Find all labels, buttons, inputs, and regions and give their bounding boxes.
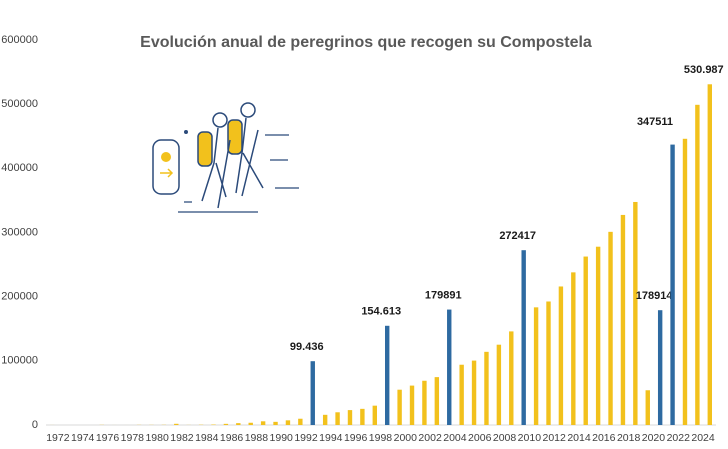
x-tick-label: 1988 bbox=[245, 432, 269, 444]
bar bbox=[620, 214, 626, 425]
x-tick-label: 2018 bbox=[617, 432, 641, 444]
bar bbox=[595, 246, 601, 425]
bar bbox=[670, 144, 675, 425]
y-tick-label: 0 bbox=[32, 419, 38, 431]
bar bbox=[496, 344, 502, 425]
bar bbox=[546, 301, 551, 425]
x-tick-label: 2000 bbox=[394, 432, 418, 444]
x-tick-label: 1994 bbox=[319, 432, 343, 444]
x-tick-label: 2006 bbox=[468, 432, 492, 444]
chart-title: Evolución anual de peregrinos que recoge… bbox=[140, 34, 592, 51]
bar bbox=[248, 422, 253, 425]
bar bbox=[657, 310, 663, 425]
x-tick-label: 1980 bbox=[145, 432, 169, 444]
y-tick-label: 100000 bbox=[1, 355, 38, 367]
x-tick-label: 2016 bbox=[592, 432, 616, 444]
x-tick-label: 1996 bbox=[344, 432, 368, 444]
x-tick-label: 2002 bbox=[418, 432, 442, 444]
bar bbox=[571, 272, 576, 425]
bar bbox=[633, 201, 638, 425]
x-tick-label: 2022 bbox=[667, 432, 691, 444]
hiker-illustration bbox=[152, 102, 299, 213]
bar bbox=[484, 351, 489, 425]
bar bbox=[558, 286, 564, 425]
x-tick-label: 2014 bbox=[567, 432, 591, 444]
x-tick-label: 2012 bbox=[543, 432, 567, 444]
bar bbox=[385, 325, 390, 425]
bar bbox=[409, 385, 415, 425]
x-tick-label: 2020 bbox=[642, 432, 666, 444]
bar bbox=[422, 380, 427, 425]
x-tick-label: 2004 bbox=[443, 432, 467, 444]
x-tick-label: 1998 bbox=[369, 432, 393, 444]
bar bbox=[509, 331, 514, 425]
x-tick-label: 2010 bbox=[518, 432, 542, 444]
bar bbox=[310, 361, 315, 425]
y-tick-label: 300000 bbox=[1, 226, 38, 238]
x-tick-label: 1982 bbox=[170, 432, 194, 444]
annotation: 347511 bbox=[637, 116, 673, 128]
bar bbox=[360, 408, 365, 425]
bar bbox=[459, 364, 464, 425]
x-tick-label: 1986 bbox=[220, 432, 244, 444]
x-tick-label: 1992 bbox=[294, 432, 318, 444]
y-tick-label: 500000 bbox=[1, 98, 38, 110]
y-tick-label: 200000 bbox=[1, 291, 38, 303]
bar bbox=[335, 412, 340, 425]
x-tick-label: 2008 bbox=[493, 432, 517, 444]
y-tick-label: 400000 bbox=[1, 162, 38, 174]
bar bbox=[298, 418, 303, 425]
bar bbox=[223, 423, 229, 425]
data-label: 99.436 bbox=[290, 341, 324, 353]
data-label: 179891 bbox=[425, 289, 462, 301]
bar bbox=[533, 307, 539, 425]
bar bbox=[447, 309, 452, 425]
bar bbox=[434, 377, 440, 425]
bar bbox=[471, 360, 477, 425]
bar bbox=[236, 423, 241, 425]
x-tick-label: 1976 bbox=[96, 432, 120, 444]
data-label: 178914 bbox=[636, 290, 674, 302]
bar bbox=[707, 84, 712, 426]
bar bbox=[682, 138, 688, 426]
x-tick-label: 1978 bbox=[121, 432, 145, 444]
bar bbox=[372, 405, 377, 425]
bar bbox=[645, 390, 650, 425]
bar bbox=[322, 414, 328, 425]
bar bbox=[521, 250, 526, 425]
bar bbox=[695, 104, 700, 425]
x-tick-label: 1974 bbox=[71, 432, 95, 444]
bar bbox=[273, 421, 278, 425]
x-tick-label: 1972 bbox=[46, 432, 70, 444]
bar bbox=[260, 421, 266, 425]
bar bbox=[397, 389, 402, 425]
data-label: 530.987 bbox=[684, 64, 724, 76]
bar bbox=[174, 423, 179, 425]
x-tick-label: 1984 bbox=[195, 432, 219, 444]
bar bbox=[347, 410, 353, 425]
bar bbox=[608, 231, 613, 425]
bar bbox=[583, 256, 588, 425]
data-label: 154.613 bbox=[361, 306, 401, 318]
x-tick-label: 1990 bbox=[270, 432, 294, 444]
y-tick-label: 600000 bbox=[1, 34, 38, 46]
x-tick-label: 2024 bbox=[691, 432, 715, 444]
data-label: 272417 bbox=[499, 230, 536, 242]
bar bbox=[285, 420, 291, 425]
